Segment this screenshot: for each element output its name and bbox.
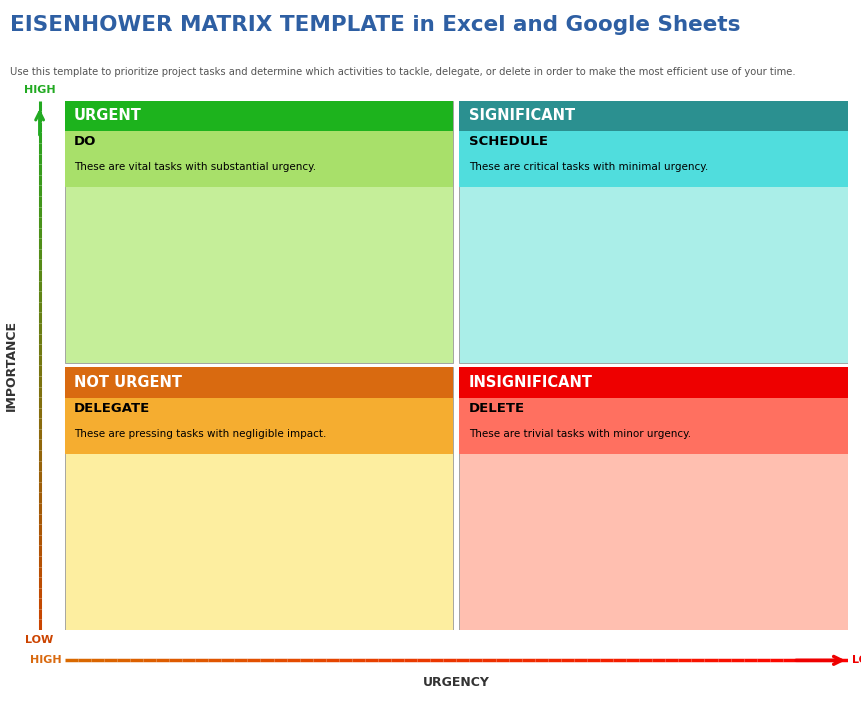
Text: EISENHOWER MATRIX TEMPLATE in Excel and Google Sheets: EISENHOWER MATRIX TEMPLATE in Excel and … xyxy=(10,15,740,35)
Text: Use this template to prioritize project tasks and determine which activities to : Use this template to prioritize project … xyxy=(10,67,796,77)
Text: LOW: LOW xyxy=(26,636,53,646)
Text: SIGNIFICANT: SIGNIFICANT xyxy=(469,108,575,123)
Text: NOT URGENT: NOT URGENT xyxy=(74,375,182,390)
Bar xyxy=(460,367,848,398)
Bar xyxy=(65,101,453,131)
Bar xyxy=(65,101,453,363)
Text: DO: DO xyxy=(74,135,96,148)
Text: URGENCY: URGENCY xyxy=(423,677,490,689)
Bar xyxy=(65,131,453,187)
Text: DELETE: DELETE xyxy=(469,402,525,415)
Text: URGENT: URGENT xyxy=(74,108,142,123)
Text: HIGH: HIGH xyxy=(24,85,55,95)
Text: IMPORTANCE: IMPORTANCE xyxy=(4,320,18,411)
Text: HIGH: HIGH xyxy=(29,655,61,665)
Bar xyxy=(65,367,453,630)
Bar xyxy=(460,398,848,454)
Text: LOW: LOW xyxy=(852,655,861,665)
Text: These are trivial tasks with minor urgency.: These are trivial tasks with minor urgen… xyxy=(469,429,691,439)
Bar xyxy=(65,367,453,398)
Text: DELEGATE: DELEGATE xyxy=(74,402,150,415)
Bar xyxy=(460,367,848,630)
Text: These are pressing tasks with negligible impact.: These are pressing tasks with negligible… xyxy=(74,429,326,439)
Bar xyxy=(460,101,848,363)
Text: These are critical tasks with minimal urgency.: These are critical tasks with minimal ur… xyxy=(469,163,708,172)
Bar xyxy=(65,398,453,454)
Text: These are vital tasks with substantial urgency.: These are vital tasks with substantial u… xyxy=(74,163,316,172)
Text: INSIGNIFICANT: INSIGNIFICANT xyxy=(469,375,593,390)
Bar xyxy=(460,101,848,131)
Bar xyxy=(460,131,848,187)
Text: SCHEDULE: SCHEDULE xyxy=(469,135,548,148)
